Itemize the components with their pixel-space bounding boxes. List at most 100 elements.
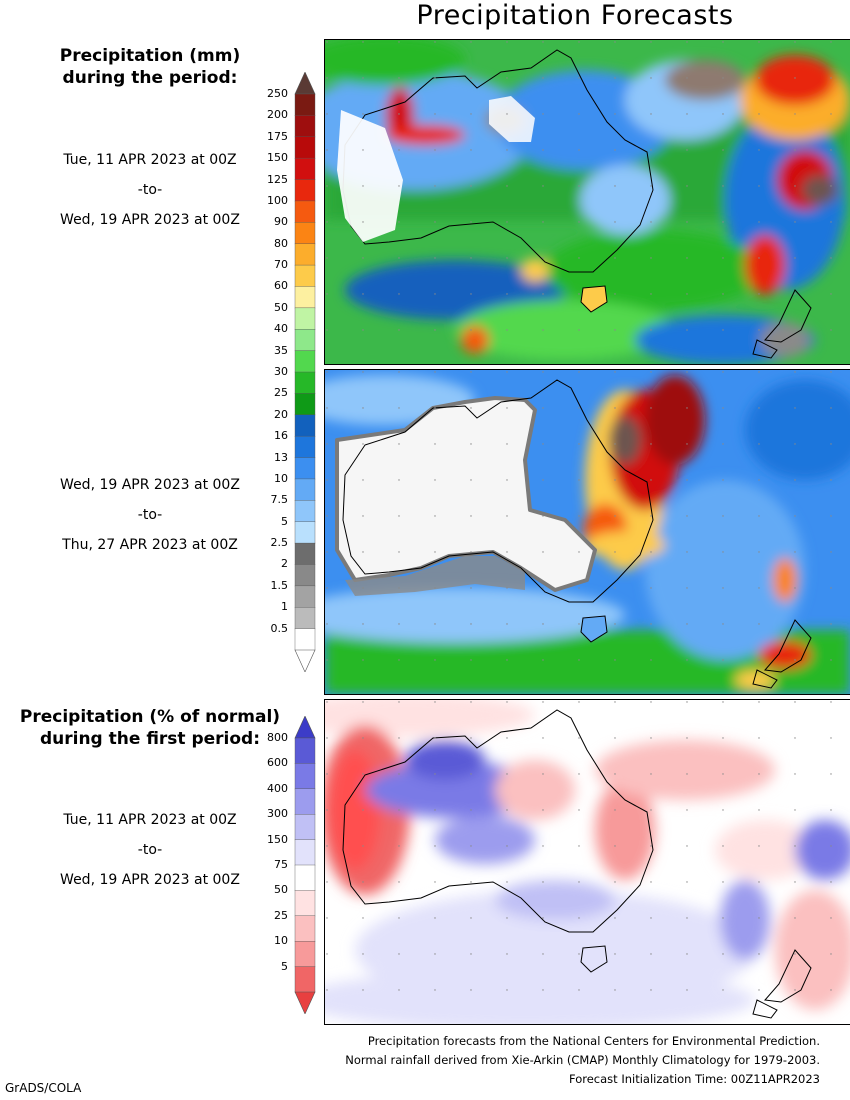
mm-colorbar-swatch [294,115,316,138]
mm-colorbar-top-arrow [294,72,316,95]
mm-colorbar-swatch [294,286,316,309]
pct-colorbar-swatch [294,966,316,993]
pct-colorbar-tick-label: 10 [274,934,288,948]
footer-line1: Precipitation forecasts from the Nationa… [367,1034,820,1048]
pct-legend-heading-line1: Precipitation (% of normal) [19,707,281,727]
mm-colorbar-tick-label: 200 [267,108,288,122]
mm-colorbar-swatch [294,435,316,459]
mm-colorbar-swatch [294,200,316,223]
mm-colorbar-tick-label: 60 [274,279,288,293]
mm-colorbar-swatch [294,521,316,544]
mm-colorbar-swatch [294,222,316,245]
pct-colorbar-swatch [294,737,316,764]
pct-colorbar-tick-label: 600 [267,756,288,770]
pct-colorbar-tick-label: 25 [274,908,288,922]
credit-label: GrADS/COLA [5,1081,82,1095]
mm-colorbar-swatch [294,457,316,480]
page-title: Precipitation Forecasts [416,0,734,31]
mm-colorbar-tick-label: 1.5 [270,578,289,592]
pct-colorbar-swatch [294,940,316,968]
pct-colorbar [290,716,320,1014]
pct-colorbar-swatch [294,890,316,917]
pct-legend-heading: Precipitation (% of normal) during the f… [0,706,300,750]
map-panel-week1-precip [324,39,850,365]
period3-start: Tue, 11 APR 2023 at 00Z [63,812,237,828]
mm-colorbar-swatch [294,414,316,437]
mm-colorbar-tick-label: 20 [274,407,288,421]
mm-colorbar-swatch [294,393,316,416]
period2-end: Thu, 27 APR 2023 at 00Z [62,537,238,553]
pct-colorbar-swatch [294,813,316,841]
pct-colorbar-bottom-arrow [294,991,316,1014]
mm-colorbar-tick-label: 35 [274,343,288,357]
period1-end: Wed, 19 APR 2023 at 00Z [60,212,240,228]
mm-colorbar-tick-label: 2.5 [270,536,289,550]
pct-colorbar-tick-label: 800 [267,731,288,744]
pct-colorbar-swatch [294,915,316,942]
period2-to: -to- [137,507,163,523]
pct-colorbar-swatch [294,864,316,891]
period3-to: -to- [137,842,163,858]
map-panel-percent-normal [324,699,850,1025]
pct-colorbar-tick-label: 5 [281,959,288,973]
mm-colorbar-swatch [294,329,316,352]
mm-colorbar-tick-label: 16 [274,429,288,443]
mm-colorbar-swatch [294,264,316,287]
period2-start: Wed, 19 APR 2023 at 00Z [60,477,240,493]
mm-colorbar-tick-label: 100 [267,193,288,207]
mm-colorbar-ticks: 250 200 175 150 125 100 90 80 70 60 50 40 35 30 25 20 16… [248,0,293,700]
mm-colorbar-tick-label: 150 [267,151,288,165]
pct-colorbar-tick-label: 300 [267,807,288,821]
mm-colorbar-tick-label: 175 [267,129,288,143]
footer-notes: Precipitation forecasts from the Nationa… [345,1032,820,1089]
pct-colorbar-swatch [294,788,316,815]
pct-colorbar-tick-label: 150 [267,832,288,846]
mm-colorbar-tick-label: 125 [267,172,288,186]
mm-colorbar-swatch [294,478,316,501]
mm-colorbar-tick-label: 40 [274,322,288,336]
map-panel-week2-precip [324,369,850,695]
mm-colorbar-tick-label: 80 [274,236,288,250]
mm-colorbar-swatch [294,350,316,373]
pct-colorbar-tick-label: 400 [267,781,288,795]
pct-colorbar-top-arrow [294,716,316,739]
period3-end: Wed, 19 APR 2023 at 00Z [60,872,240,888]
mm-legend-heading-line2: during the period: [62,68,238,88]
mm-colorbar-swatch [294,243,316,266]
mm-colorbar-tick-label: 25 [274,386,288,400]
pct-colorbar-tick-label: 50 [274,883,288,897]
mm-colorbar-swatch [294,179,316,202]
mm-colorbar-swatch [294,607,316,630]
mm-colorbar-tick-label: 250 [267,87,288,100]
pct-colorbar-ticks: 800 600 400 300 150 75 50 25 10 5 [248,0,293,1100]
mm-colorbar-swatch [294,93,316,116]
mm-colorbar-swatch [294,500,316,523]
mm-colorbar-swatch [294,542,316,565]
mm-colorbar-swatch [294,628,316,651]
mm-colorbar-tick-label: 10 [274,471,288,485]
mm-colorbar-tick-label: 7.5 [270,493,289,507]
mm-colorbar-tick-label: 70 [274,258,288,272]
mm-colorbar [290,72,320,672]
mm-colorbar-swatch [294,307,316,330]
mm-colorbar-tick-label: 30 [274,365,288,378]
mm-colorbar-tick-label: 0.5 [270,621,289,635]
mm-colorbar-swatch [294,157,316,181]
mm-colorbar-tick-label: 5 [281,514,288,528]
mm-colorbar-bottom-arrow [294,649,316,672]
pct-colorbar-tick-label: 75 [274,858,288,871]
mm-colorbar-tick-label: 50 [274,300,288,314]
period1-start: Tue, 11 APR 2023 at 00Z [63,152,237,168]
pct-colorbar-swatch [294,763,316,790]
mm-colorbar-tick-label: 13 [274,450,288,464]
footer-line3: Forecast Initialization Time: 00Z11APR20… [569,1072,820,1086]
mm-colorbar-swatch [294,136,316,159]
mm-colorbar-swatch [294,564,316,587]
mm-colorbar-swatch [294,371,316,394]
mm-colorbar-swatch [294,585,316,608]
mm-colorbar-tick-label: 90 [274,215,288,229]
pct-legend-heading-line2: during the first period: [39,729,261,749]
period1-to: -to- [137,182,163,198]
pct-colorbar-swatch [294,839,316,866]
mm-colorbar-tick-label: 1 [281,600,288,614]
